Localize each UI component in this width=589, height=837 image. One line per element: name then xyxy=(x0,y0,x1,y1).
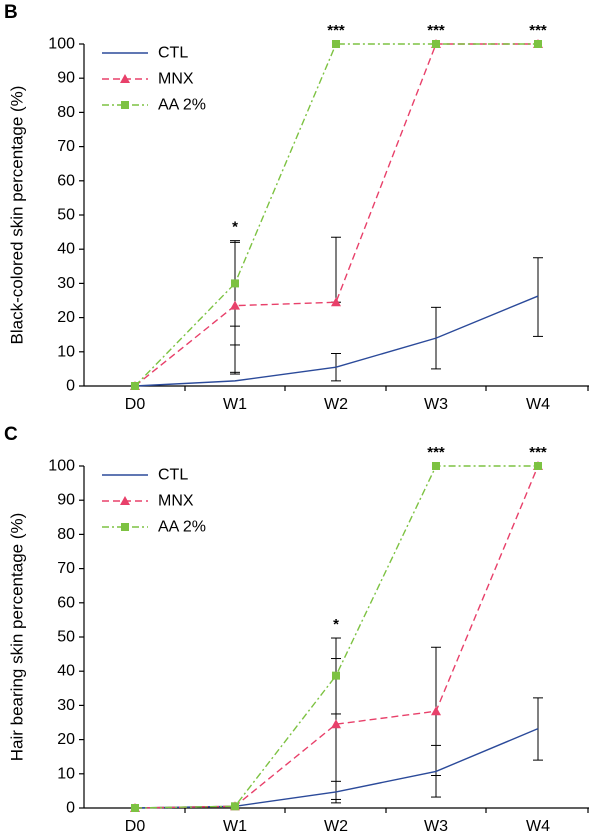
x-tick-label: W1 xyxy=(223,818,247,835)
chart-panel-c: C Hair bearing skin percentage (%) 0 10 20 30… xyxy=(4,424,589,835)
legend-label: CTL xyxy=(158,467,188,484)
y-tick-label: 0 xyxy=(66,378,75,395)
significance-label: *** xyxy=(529,22,547,39)
y-tick-label: 50 xyxy=(57,207,75,224)
y-tick-label: 40 xyxy=(57,663,75,680)
y-tick-label: 60 xyxy=(57,172,75,189)
y-axis-title: Black-colored skin percentage (%) xyxy=(7,86,26,345)
significance-label: * xyxy=(333,616,339,633)
y-tick-label: 80 xyxy=(57,526,75,543)
series-line-mnx xyxy=(134,43,538,387)
x-tick-label: W1 xyxy=(223,396,247,413)
data-point xyxy=(131,804,139,812)
data-point xyxy=(231,279,239,288)
x-tick-label: D0 xyxy=(125,396,146,413)
data-point xyxy=(332,40,340,48)
y-tick-label: 80 xyxy=(57,104,75,121)
y-tick-label: 50 xyxy=(57,629,75,646)
x-tick-label: W3 xyxy=(424,396,448,413)
y-tick-label: 40 xyxy=(57,241,75,258)
x-tick-label: W3 xyxy=(424,818,448,835)
y-tick-label: 100 xyxy=(48,36,75,53)
data-point xyxy=(331,719,341,729)
y-tick-label: 90 xyxy=(57,70,75,87)
x-tick-label: W2 xyxy=(324,818,348,835)
series-line-aa-2- xyxy=(134,43,538,387)
x-tick-label: D0 xyxy=(125,818,146,835)
x-tick-label: W4 xyxy=(526,396,550,413)
data-point xyxy=(534,462,542,470)
legend-label: CTL xyxy=(158,45,188,62)
significance-label: *** xyxy=(427,444,445,461)
legend-label: AA 2% xyxy=(158,97,206,114)
data-point xyxy=(332,671,340,680)
significance-label: *** xyxy=(529,444,547,461)
y-tick-label: 70 xyxy=(57,138,75,155)
legend-marker xyxy=(121,101,129,109)
y-tick-label: 20 xyxy=(57,731,75,748)
y-tick-label: 60 xyxy=(57,594,75,611)
data-point xyxy=(431,706,441,716)
panel-label: B xyxy=(4,2,18,23)
y-tick-label: 30 xyxy=(57,697,75,714)
legend-marker xyxy=(121,523,129,531)
x-tick-label: W4 xyxy=(526,818,550,835)
data-point xyxy=(230,300,240,310)
y-tick-label: 30 xyxy=(57,275,75,292)
significance-label: * xyxy=(232,219,238,236)
y-tick-label: 100 xyxy=(48,458,75,475)
data-point xyxy=(432,40,440,48)
y-tick-label: 20 xyxy=(57,309,75,326)
legend-label: MNX xyxy=(158,71,194,88)
legend-label: MNX xyxy=(158,493,194,510)
y-tick-label: 10 xyxy=(57,343,75,360)
y-tick-label: 70 xyxy=(57,560,75,577)
data-point xyxy=(331,297,341,307)
data-point xyxy=(231,802,239,811)
y-tick-label: 90 xyxy=(57,492,75,509)
legend-label: AA 2% xyxy=(158,519,206,536)
series-line-ctl xyxy=(134,295,539,387)
panel-label: C xyxy=(4,424,18,445)
x-tick-label: W2 xyxy=(324,396,348,413)
y-tick-label: 0 xyxy=(66,800,75,817)
data-point xyxy=(432,462,440,470)
data-point xyxy=(131,382,139,390)
legend-marker xyxy=(120,74,130,83)
y-axis-title: Hair bearing skin percentage (%) xyxy=(7,513,26,762)
y-tick-label: 10 xyxy=(57,765,75,782)
legend-marker xyxy=(120,496,130,505)
data-point xyxy=(534,40,542,48)
significance-label: *** xyxy=(327,22,345,39)
significance-label: *** xyxy=(427,22,445,39)
chart-panel-b: B Black-colored skin percentage (%) 0 10 20 3… xyxy=(4,2,589,413)
